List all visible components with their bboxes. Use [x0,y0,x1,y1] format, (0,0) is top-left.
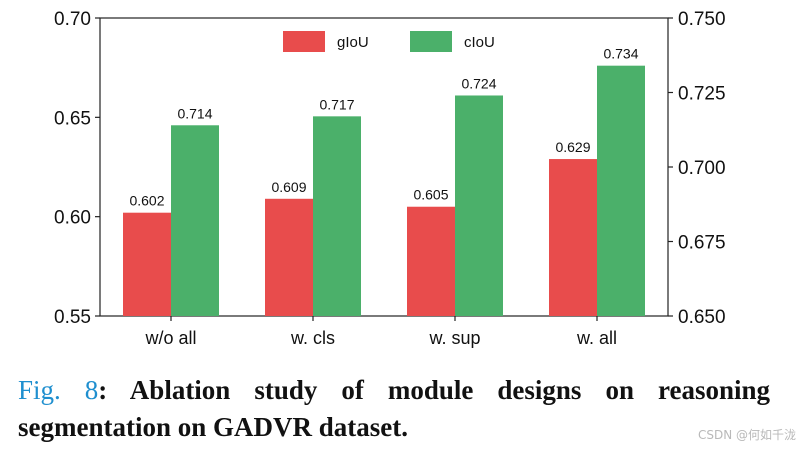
ciou-legend-swatch [410,31,452,52]
giou-data-label: 0.605 [413,187,448,203]
x-tick-label: w/o all [144,328,196,348]
y-right-tick-label: 0.650 [678,307,726,328]
ciou-data-label: 0.717 [319,96,354,112]
figure-colon: : [98,375,108,405]
x-tick-label: w. sup [428,328,480,348]
y-left-tick-label: 0.60 [54,208,91,229]
y-left-tick-label: 0.55 [54,307,91,328]
y-right-tick-label: 0.750 [678,9,726,30]
x-tick-label: w. all [576,328,617,348]
y-left-tick-label: 0.70 [54,9,91,30]
figure-caption-text: Ablation study of module designs on reas… [18,375,770,442]
giou-data-label: 0.629 [555,139,590,155]
ciou-bar [171,125,219,316]
ciou-bar [597,65,645,317]
y-right-tick-label: 0.725 [678,84,726,105]
giou-data-label: 0.609 [271,179,306,195]
figure-caption: Fig. 8: Ablation study of module designs… [18,372,770,446]
giou-bar [265,198,313,316]
y-left-tick-label: 0.65 [54,108,91,129]
ciou-legend-label: cIoU [464,34,495,51]
giou-bar [123,212,171,316]
ablation-bar-chart: 0.55 0.60 0.65 0.70 0.650 0.675 0.700 0.725 0.75… [54,9,726,348]
x-tick-label: w. cls [290,328,335,348]
ciou-data-label: 0.724 [461,75,496,91]
ciou-data-label: 0.714 [177,105,212,121]
giou-bar [549,159,597,316]
ciou-bar [313,116,361,316]
giou-legend-swatch [283,31,325,52]
y-right-tick-label: 0.700 [678,158,726,179]
ciou-bar [455,95,503,316]
giou-bar [407,206,455,316]
ciou-data-label: 0.734 [603,46,638,62]
watermark: CSDN @何如千泷 [697,428,796,442]
y-right-tick-label: 0.675 [678,233,726,254]
figure-label: Fig. 8 [18,375,99,405]
giou-legend-label: gIoU [337,34,369,51]
giou-data-label: 0.602 [129,193,164,209]
